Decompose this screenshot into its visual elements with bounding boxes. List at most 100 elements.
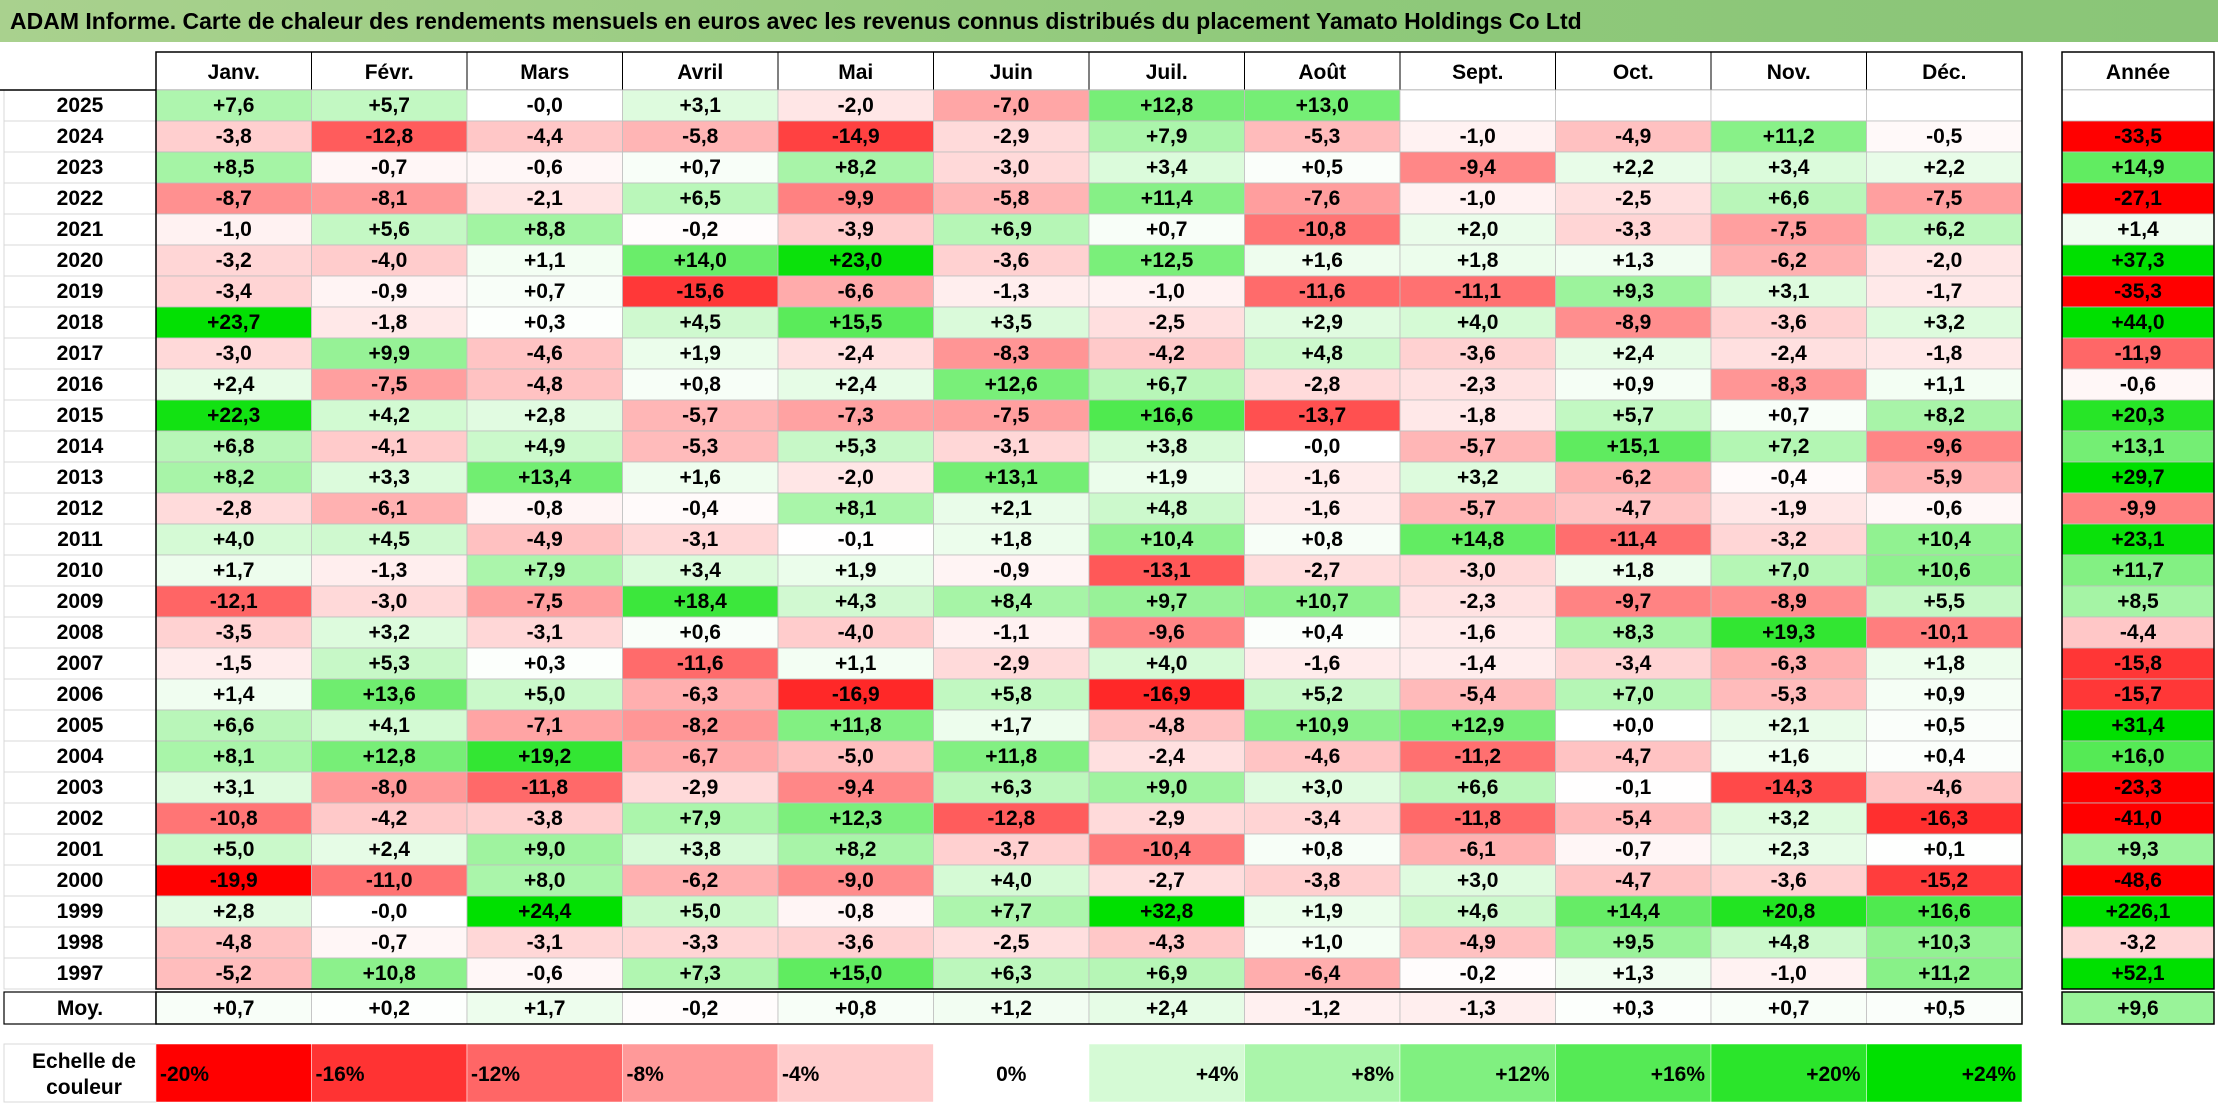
column-header-cell [1088, 51, 1245, 91]
heatmap-cell-value: -1,3 [371, 559, 407, 582]
heatmap-cell [1088, 89, 1245, 122]
heatmap-cell-value: +16,6 [1918, 900, 1971, 923]
annual-cell-value: -11,9 [2115, 342, 2162, 365]
heatmap-cell [1244, 895, 1401, 928]
heatmap-cell [1555, 926, 1712, 959]
column-header-cell [1555, 51, 1712, 91]
year-cell [3, 306, 157, 339]
heatmap-cell-value: +1,9 [680, 342, 721, 365]
annual-cell-value: +16,0 [2111, 745, 2164, 768]
heatmap-cell-value: +8,2 [835, 156, 876, 179]
heatmap-cell [1866, 678, 2023, 711]
annual-cell-value: -48,6 [2114, 869, 2162, 892]
heatmap-cell-value: +7,9 [1146, 125, 1187, 148]
grid-border [155, 51, 2023, 990]
heatmap-cell-value: +11,2 [1918, 962, 1970, 985]
heatmap-cell-value: -4,3 [1149, 931, 1185, 954]
heatmap-cell [933, 647, 1090, 680]
column-header-label: Avril [677, 61, 723, 84]
heatmap-cell [777, 585, 934, 618]
heatmap-cell [1710, 647, 1867, 680]
heatmap-cell [622, 182, 779, 215]
year-cell [3, 926, 157, 959]
average-label-cell [3, 991, 157, 1025]
column-header-label: Août [1298, 61, 1346, 84]
heatmap-cell [1399, 585, 1556, 618]
heatmap-cell-value: -1,1 [993, 621, 1030, 644]
year-label: 2006 [57, 683, 104, 706]
heatmap-cell [933, 151, 1090, 184]
heatmap-cell-value: -3,4 [1304, 807, 1341, 830]
annual-cell [2061, 151, 2215, 184]
heatmap-cell-value: -9,4 [838, 776, 875, 799]
heatmap-cell-value: +1,7 [991, 714, 1032, 737]
heatmap-cell-value: -8,7 [216, 187, 252, 210]
heatmap-cell [466, 213, 623, 246]
heatmap-cell [1710, 430, 1867, 463]
annual-cell-value: +11,7 [2112, 559, 2164, 582]
average-cell [1088, 991, 1245, 1025]
heatmap-cell-value: +0,9 [1613, 373, 1654, 396]
heatmap-cell-value: +10,6 [1918, 559, 1971, 582]
heatmap-cell [933, 523, 1090, 556]
heatmap-cell-value: -14,3 [1765, 776, 1813, 799]
heatmap-cell [1244, 306, 1401, 339]
heatmap-cell-value: -2,4 [838, 342, 875, 365]
heatmap-cell-value: -5,3 [682, 435, 718, 458]
heatmap-cell-value: +8,4 [991, 590, 1033, 613]
heatmap-cell-value: +8,5 [213, 156, 255, 179]
heatmap-cell-value: +4,3 [835, 590, 876, 613]
heatmap-cell [311, 647, 468, 680]
annual-cell-value: -33,5 [2114, 125, 2162, 148]
heatmap-cell-value: -5,7 [1460, 497, 1496, 520]
heatmap-cell [1866, 306, 2023, 339]
heatmap-cell-value: -3,6 [1771, 869, 1807, 892]
year-label: 2021 [57, 218, 104, 241]
annual-header-label: Année [2106, 61, 2170, 84]
heatmap-cell [466, 864, 623, 897]
heatmap-cell-value: -5,3 [1304, 125, 1340, 148]
heatmap-cell [466, 368, 623, 401]
average-cell-value: -0,2 [682, 997, 718, 1020]
heatmap-cell [777, 523, 934, 556]
heatmap-cell-value: +14,4 [1607, 900, 1660, 923]
heatmap-cell-value: -4,1 [371, 435, 408, 458]
average-cell-value: +0,7 [1768, 997, 1809, 1020]
heatmap-cell-value: +0,8 [1302, 528, 1344, 551]
heatmap-cell-value: -4,6 [1304, 745, 1340, 768]
heatmap-cell-value: -0,6 [1926, 497, 1962, 520]
heatmap-cell-value: -3,2 [1771, 528, 1807, 551]
heatmap-cell [1244, 740, 1401, 773]
annual-cell [2061, 709, 2215, 742]
heatmap-cell [1866, 461, 2023, 494]
heatmap-cell [466, 89, 623, 122]
heatmap-cell-value: +3,8 [680, 838, 722, 861]
legend-swatch [1710, 1043, 1867, 1103]
heatmap-cell-value: +0,5 [1302, 156, 1344, 179]
heatmap-cell-value: -9,0 [838, 869, 874, 892]
annual-cell-value: +1,4 [2117, 218, 2159, 241]
heatmap-cell [155, 554, 312, 587]
heatmap-cell [1244, 926, 1401, 959]
legend-swatch [1244, 1043, 1401, 1103]
year-label: 2017 [57, 342, 104, 365]
heatmap-cell [466, 709, 623, 742]
annual-cell-value: -0,6 [2120, 373, 2156, 396]
heatmap-cell-value: +0,3 [524, 311, 565, 334]
heatmap-cell-value: +1,8 [991, 528, 1033, 551]
annual-cell [2061, 430, 2215, 463]
heatmap-cell-value: -0,2 [682, 218, 718, 241]
heatmap-cell [1866, 182, 2023, 215]
heatmap-cell [622, 368, 779, 401]
heatmap-cell [933, 678, 1090, 711]
heatmap-cell-value: -1,8 [1926, 342, 1963, 365]
heatmap-cell-value: +1,8 [1613, 559, 1655, 582]
heatmap-cell-value: -5,7 [682, 404, 718, 427]
heatmap-cell-value: -2,3 [1460, 590, 1496, 613]
heatmap-cell-value: +7,2 [1768, 435, 1809, 458]
heatmap-cell-value: -6,2 [1771, 249, 1807, 272]
heatmap-cell [155, 833, 312, 866]
heatmap-cell-value: -6,2 [682, 869, 718, 892]
heatmap-cell [1710, 740, 1867, 773]
heatmap-cell-value: +0,7 [1768, 404, 1809, 427]
